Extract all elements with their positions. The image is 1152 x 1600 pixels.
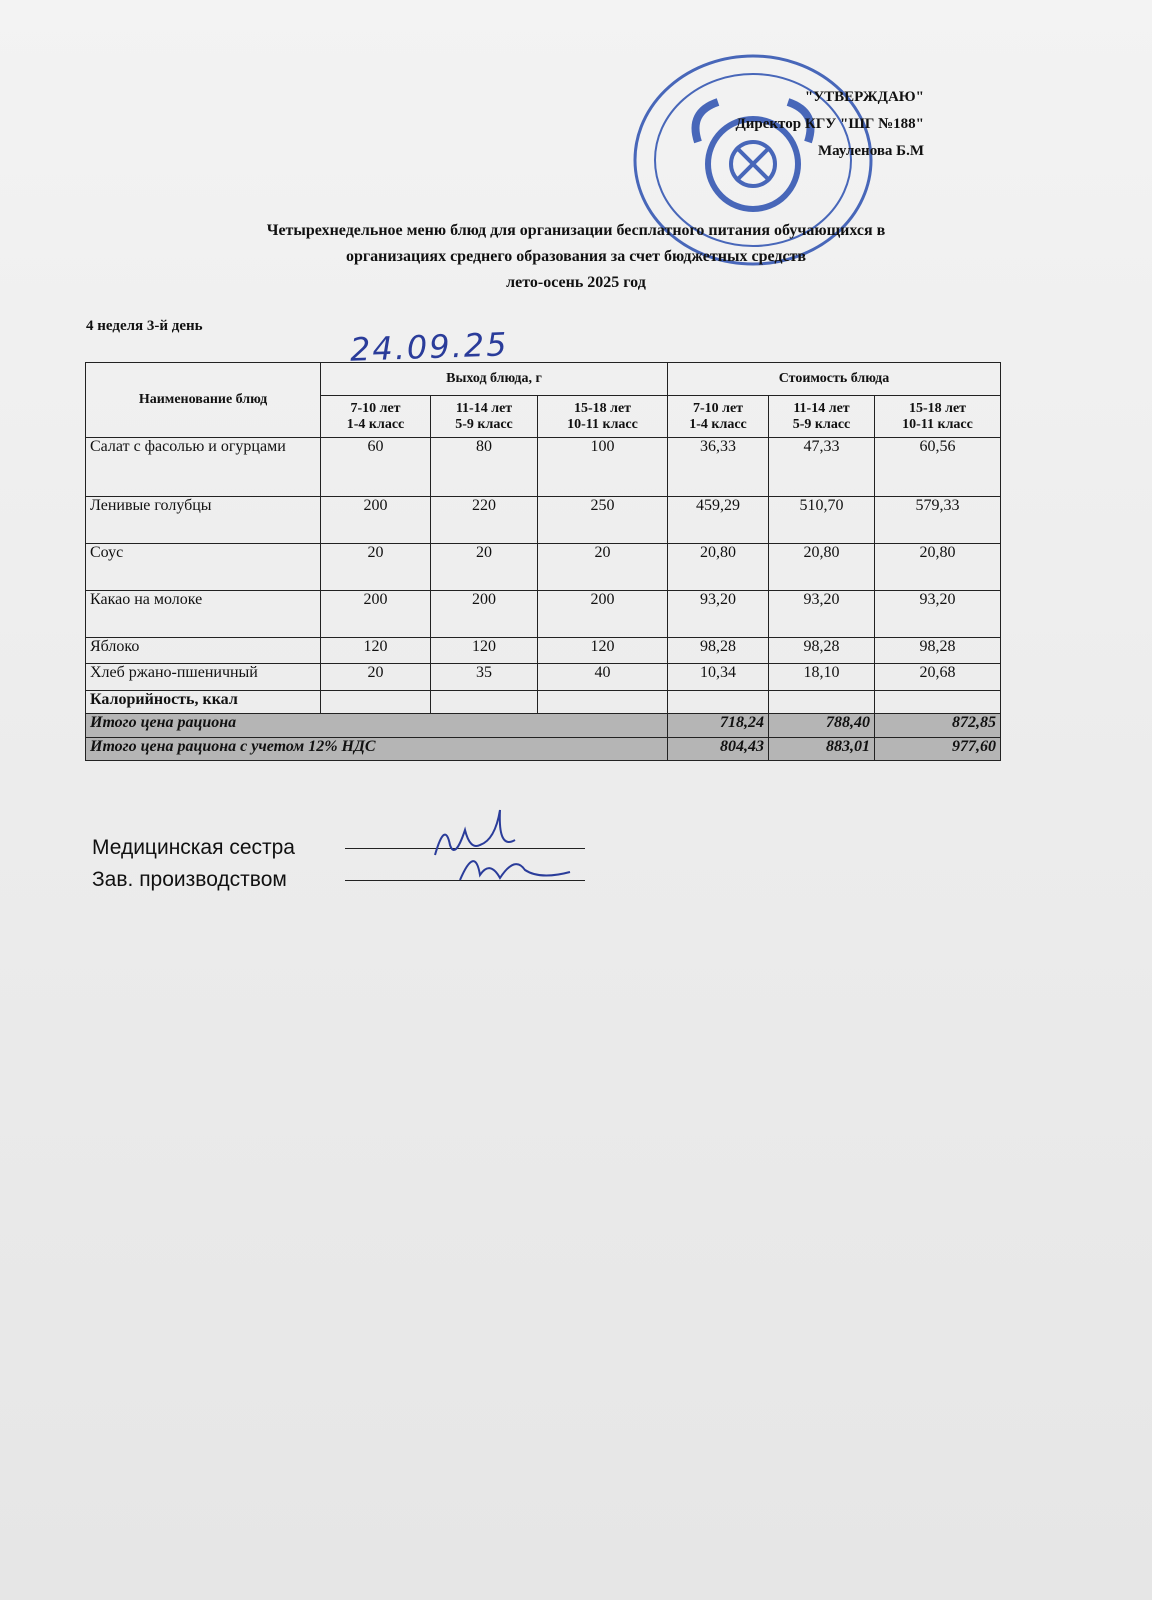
title-line: лето-осень 2025 год (506, 274, 646, 291)
age: 11-14 лет (455, 400, 513, 416)
cost-value: 20,80 (768, 543, 875, 591)
cost-value: 10,34 (667, 663, 769, 691)
total-row: Итого цена рациона 718,24 788,40 872,85 (85, 713, 1001, 738)
subheader-age-group: 7-10 лет 1-4 класс (320, 395, 431, 438)
table-row: Хлеб ржано-пшеничный 20 35 40 10,34 18,10 20,6… (85, 663, 1001, 691)
total-vat-value: 883,01 (768, 737, 875, 761)
yield-value: 40 (537, 663, 668, 691)
dish-name: Какао на молоке (85, 590, 321, 638)
total-value: 718,24 (667, 713, 769, 738)
approval-director: Директор КГУ "ШГ №188" (735, 116, 924, 132)
handwritten-signature (434, 809, 571, 881)
yield-value: 200 (320, 496, 431, 544)
cost-value: 98,28 (667, 637, 769, 664)
cost-value: 98,28 (874, 637, 1001, 664)
total-vat-row: Итого цена рациона с учетом 12% НДС 804,… (85, 737, 1001, 761)
yield-value: 80 (430, 437, 538, 497)
dish-name: Салат с фасолью и огурцами (85, 437, 321, 497)
yield-value: 200 (430, 590, 538, 638)
yield-value: 100 (537, 437, 668, 497)
table-row: Яблоко 120 120 120 98,28 98,28 98,28 (85, 637, 1001, 664)
total-label: Итого цена рациона (85, 713, 668, 738)
cost-value: 93,20 (874, 590, 1001, 638)
yield-value: 120 (320, 637, 431, 664)
grade: 1-4 класс (689, 416, 747, 432)
dish-name: Яблоко (85, 637, 321, 664)
production-signature-line (345, 880, 585, 881)
dish-name: Хлеб ржано-пшеничный (85, 663, 321, 691)
approval-block: "УТВЕРЖДАЮ" Директор КГУ "ШГ №188" Мауле… (735, 84, 924, 165)
table-row: Соус 20 20 20 20,80 20,80 20,80 (85, 543, 1001, 591)
dish-name: Соус (85, 543, 321, 591)
subheader-age-group: 15-18 лет 10-11 класс (874, 395, 1001, 438)
subheader-age-group: 15-18 лет 10-11 класс (537, 395, 668, 438)
cost-value: 98,28 (768, 637, 875, 664)
subheader-age-group: 11-14 лет 5-9 класс (430, 395, 538, 438)
title-line: Четырехнедельное меню блюд для организац… (266, 222, 886, 239)
age: 15-18 лет (573, 400, 632, 416)
yield-value: 35 (430, 663, 538, 691)
yield-value: 200 (320, 590, 431, 638)
cost-value: 20,80 (874, 543, 1001, 591)
yield-value: 200 (537, 590, 668, 638)
header-cost: Стоимость блюда (667, 362, 1001, 396)
age: 15-18 лет (908, 400, 967, 416)
header-yield: Выход блюда, г (320, 362, 668, 396)
yield-value: 20 (430, 543, 538, 591)
cost-value: 60,56 (874, 437, 1001, 497)
yield-value: 250 (537, 496, 668, 544)
grade: 10-11 класс (902, 416, 973, 432)
calories-label: Калорийность, ккал (85, 690, 321, 714)
cost-value: 93,20 (667, 590, 769, 638)
production-label: Зав. производством (92, 868, 287, 891)
table-row: Салат с фасолью и огурцами 60 80 100 36,33 47… (85, 437, 1001, 497)
nurse-label: Медицинская сестра (92, 836, 295, 859)
header-dish-name: Наименование блюд (85, 362, 321, 438)
cost-value: 510,70 (768, 496, 875, 544)
age: 7-10 лет (692, 400, 744, 416)
cost-value: 47,33 (768, 437, 875, 497)
cost-value: 18,10 (768, 663, 875, 691)
total-value: 788,40 (768, 713, 875, 738)
grade: 5-9 класс (792, 416, 851, 432)
approval-heading: "УТВЕРЖДАЮ" (804, 89, 924, 105)
subheader-age-group: 11-14 лет 5-9 класс (768, 395, 875, 438)
menu-table: Наименование блюд Выход блюда, г Стоимос… (85, 362, 1001, 761)
age: 11-14 лет (793, 400, 850, 416)
cost-value: 579,33 (874, 496, 1001, 544)
table-row: Ленивые голубцы 200 220 250 459,29 510,70 579,… (85, 496, 1001, 544)
document-title: Четырехнедельное меню блюд для организац… (0, 218, 1152, 296)
age: 7-10 лет (350, 400, 401, 416)
cost-value: 20,80 (667, 543, 769, 591)
dish-name: Ленивые голубцы (85, 496, 321, 544)
table-row: Какао на молоке 200 200 200 93,20 93,20 93,20 (85, 590, 1001, 638)
official-stamp (633, 54, 873, 266)
subheader-age-group: 7-10 лет 1-4 класс (667, 395, 769, 438)
yield-value: 120 (537, 637, 668, 664)
title-line: организациях среднего образования за сче… (345, 248, 807, 265)
grade: 5-9 класс (455, 416, 513, 432)
cost-value: 93,20 (768, 590, 875, 638)
yield-value: 120 (430, 637, 538, 664)
yield-value: 20 (320, 663, 431, 691)
week-day: 4 неделя 3-й день (86, 318, 203, 334)
total-value: 872,85 (874, 713, 1001, 738)
cost-value: 20,68 (874, 663, 1001, 691)
total-vat-label: Итого цена рациона с учетом 12% НДС (85, 737, 668, 761)
yield-value: 220 (430, 496, 538, 544)
cost-value: 36,33 (667, 437, 769, 497)
yield-value: 60 (320, 437, 431, 497)
approval-name: Мауленова Б.М (817, 143, 924, 159)
total-vat-value: 977,60 (874, 737, 1001, 761)
grade: 10-11 класс (567, 416, 638, 432)
cost-value: 459,29 (667, 496, 769, 544)
yield-value: 20 (320, 543, 431, 591)
calories-row: Калорийность, ккал (85, 690, 1001, 714)
nurse-signature-line (345, 848, 585, 849)
grade: 1-4 класс (346, 416, 405, 432)
yield-value: 20 (537, 543, 668, 591)
total-vat-value: 804,43 (667, 737, 769, 761)
